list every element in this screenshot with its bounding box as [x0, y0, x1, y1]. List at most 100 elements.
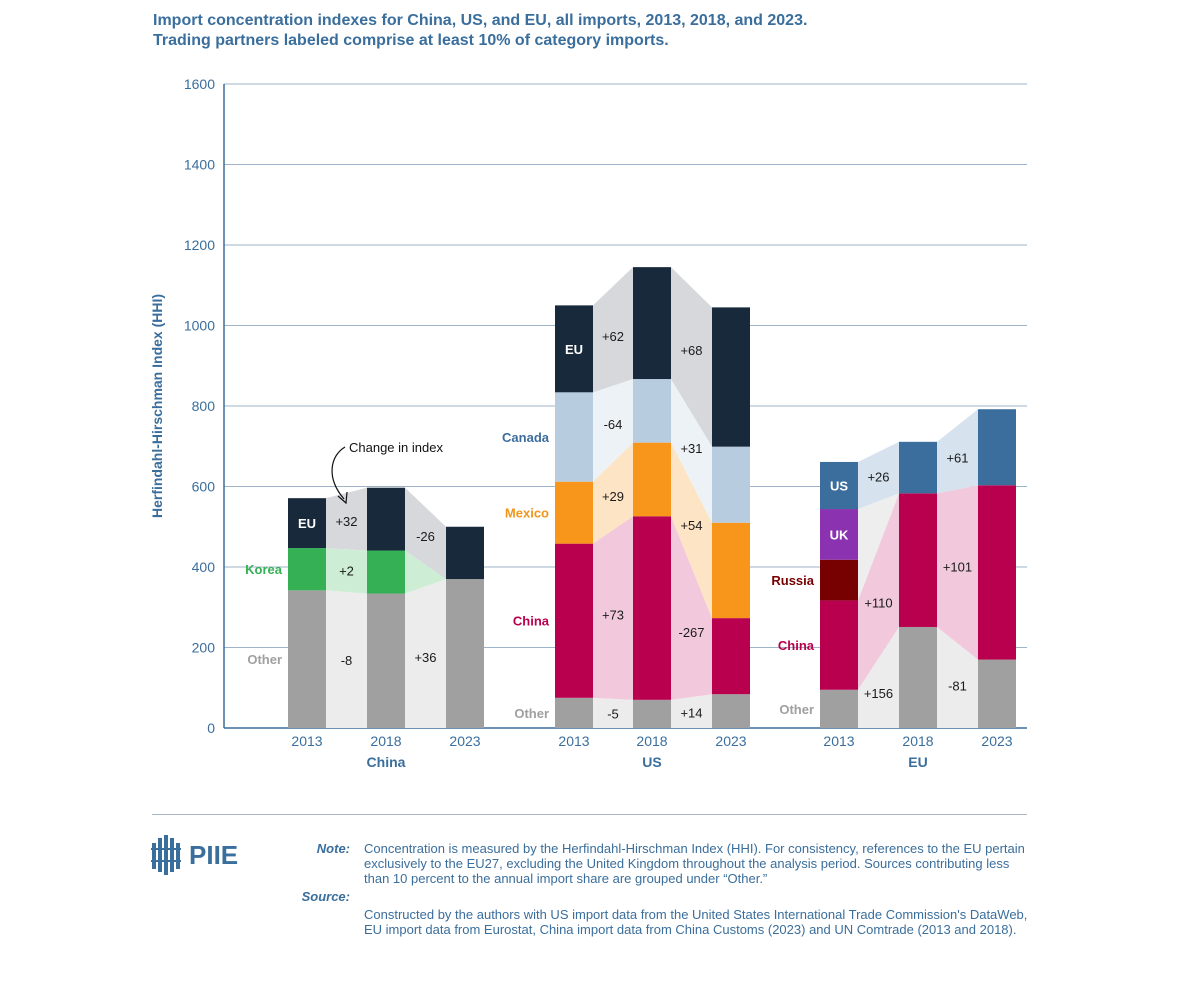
- change-label-china-other-2013-2018: -8: [341, 653, 353, 668]
- change-in-index-annotation: Change in index: [349, 440, 443, 455]
- change-band-eu-russia-2013-2018: [858, 493, 899, 601]
- annotation-arrow-head: [337, 491, 348, 505]
- y-tick-label-1600: 1600: [184, 76, 215, 92]
- bar-segment-eu-2018-china: [899, 493, 937, 627]
- bar-segment-us-2018-china: [633, 516, 671, 700]
- bar-segment-us-2023-mexico: [712, 522, 750, 619]
- change-band-us-canada-2013-2018: [593, 379, 633, 482]
- bar-segment-eu-2023-us: [978, 409, 1016, 486]
- change-label-china-eu-2018-2023: -26: [416, 529, 435, 544]
- group-label-china: China: [367, 754, 406, 770]
- y-tick-label-800: 800: [192, 398, 216, 414]
- y-tick-label-400: 400: [192, 559, 216, 575]
- bar-segment-us-2018-mexico: [633, 442, 671, 517]
- change-label-us-china-2013-2018: +73: [602, 607, 624, 622]
- series-label-eu-us: US: [830, 478, 848, 493]
- change-label-china-korea-2013-2018: +2: [339, 564, 354, 579]
- change-band-us-eu-2018-2023: [671, 267, 712, 447]
- bar-segment-china-2013-eu: [288, 498, 326, 549]
- change-label-eu-other-2018-2023: -81: [948, 679, 967, 694]
- change-band-us-canada-2018-2023: [671, 379, 712, 523]
- change-band-us-other-2018-2023: [671, 694, 712, 728]
- change-label-us-eu-2013-2018: +62: [602, 329, 624, 344]
- bar-segment-us-2023-canada: [712, 446, 750, 523]
- change-label-us-other-2013-2018: -5: [607, 706, 619, 721]
- chart-title: Import concentration indexes for China, …: [153, 11, 1113, 51]
- change-band-us-mexico-2018-2023: [671, 442, 712, 619]
- footer-notes: Note: Concentration is measured by the H…: [240, 841, 1030, 937]
- piie-logo-text: PIIE: [189, 840, 238, 870]
- bar-segment-eu-2018-other: [899, 626, 937, 728]
- change-label-us-mexico-2018-2023: +54: [680, 518, 702, 533]
- series-label-us-mexico: Mexico: [505, 506, 549, 521]
- change-label-us-eu-2018-2023: +68: [680, 343, 702, 358]
- note-text: Concentration is measured by the Herfind…: [364, 841, 1025, 886]
- change-label-us-canada-2013-2018: -64: [604, 417, 623, 432]
- change-band-us-china-2018-2023: [671, 516, 712, 700]
- series-label-eu-uk: UK: [830, 527, 849, 542]
- group-label-eu: EU: [908, 754, 927, 770]
- y-tick-label-200: 200: [192, 640, 216, 656]
- y-tick-label-1000: 1000: [184, 318, 215, 334]
- bar-segment-china-2013-other: [288, 590, 326, 728]
- source-text: Constructed by the authors with US impor…: [364, 907, 1028, 937]
- piie-logo-mark: [151, 835, 181, 875]
- y-tick-label-0: 0: [207, 720, 215, 736]
- change-band-eu-other-2013-2018: [858, 626, 899, 728]
- change-band-china-korea-2018-2023: [405, 550, 446, 594]
- y-tick-label-600: 600: [192, 479, 216, 495]
- bar-segment-us-2023-china: [712, 618, 750, 695]
- chart-title-line2: Trading partners labeled comprise at lea…: [153, 32, 669, 49]
- bar-segment-eu-2013-russia: [820, 559, 858, 601]
- x-tick-label-us-2018: 2018: [636, 733, 667, 749]
- series-label-eu-russia: Russia: [771, 573, 814, 588]
- change-label-china-other-2018-2023: +36: [414, 650, 436, 665]
- bar-segment-us-2018-canada: [633, 379, 671, 443]
- change-band-eu-china-2018-2023: [937, 485, 978, 660]
- change-band-eu-china-2013-2018: [858, 493, 899, 690]
- bar-segment-us-2013-mexico: [555, 481, 593, 544]
- change-band-china-other-2018-2023: [405, 579, 446, 728]
- bar-segment-us-2018-eu: [633, 267, 671, 380]
- stacked-bar-chart: 0 200 400 600 800 1000 1200 1400 1600 Herfindahl-…: [149, 76, 1027, 770]
- change-band-eu-uk-2013-2018: [858, 493, 899, 560]
- piie-logo: PIIE: [151, 835, 238, 875]
- change-label-china-eu-2013-2018: +32: [335, 514, 357, 529]
- change-label-us-china-2018-2023: -267: [678, 625, 704, 640]
- x-tick-label-china-2023: 2023: [449, 733, 480, 749]
- change-band-us-eu-2013-2018: [593, 267, 633, 393]
- annotation-arrow-line: [331, 446, 346, 500]
- change-label-eu-us-2013-2018: +26: [867, 470, 889, 485]
- bar-segment-eu-2013-uk: [820, 509, 858, 560]
- change-label-eu-us-2018-2023: +61: [946, 450, 968, 465]
- change-label-us-other-2018-2023: +14: [680, 706, 702, 721]
- y-tick-label-1200: 1200: [184, 237, 215, 253]
- bar-segment-china-2018-other: [367, 593, 405, 728]
- change-band-us-other-2013-2018: [593, 697, 633, 728]
- x-tick-label-eu-2013: 2013: [823, 733, 854, 749]
- note-label: Note:: [316, 841, 350, 856]
- bar-segment-us-2018-other: [633, 699, 671, 728]
- chart-title-line1: Import concentration indexes for China, …: [153, 12, 808, 29]
- bar-segment-us-2023-other: [712, 694, 750, 728]
- bar-segment-eu-2023-other: [978, 659, 1016, 728]
- change-band-eu-us-2013-2018: [858, 441, 899, 510]
- x-tick-label-us-2023: 2023: [715, 733, 746, 749]
- series-label-us-china: China: [513, 614, 550, 629]
- bar-segment-eu-2013-china: [820, 600, 858, 690]
- change-label-eu-china-2018-2023: +101: [943, 559, 972, 574]
- source-row: Source: Constructed by the authors with …: [240, 889, 1030, 937]
- bar-segment-china-2023-eu: [446, 526, 484, 580]
- footer-divider: [152, 814, 1027, 815]
- x-tick-label-eu-2018: 2018: [902, 733, 933, 749]
- x-tick-label-china-2018: 2018: [370, 733, 401, 749]
- series-label-china-other: Other: [247, 652, 282, 667]
- bar-segment-china-2018-eu: [367, 487, 405, 551]
- bar-segment-us-2013-china: [555, 543, 593, 698]
- source-label: Source:: [301, 889, 350, 904]
- bar-segment-china-2013-korea: [288, 548, 326, 591]
- x-tick-label-china-2013: 2013: [291, 733, 322, 749]
- y-tick-label-1400: 1400: [184, 157, 215, 173]
- series-label-us-canada: Canada: [502, 430, 550, 445]
- x-tick-label-eu-2023: 2023: [981, 733, 1012, 749]
